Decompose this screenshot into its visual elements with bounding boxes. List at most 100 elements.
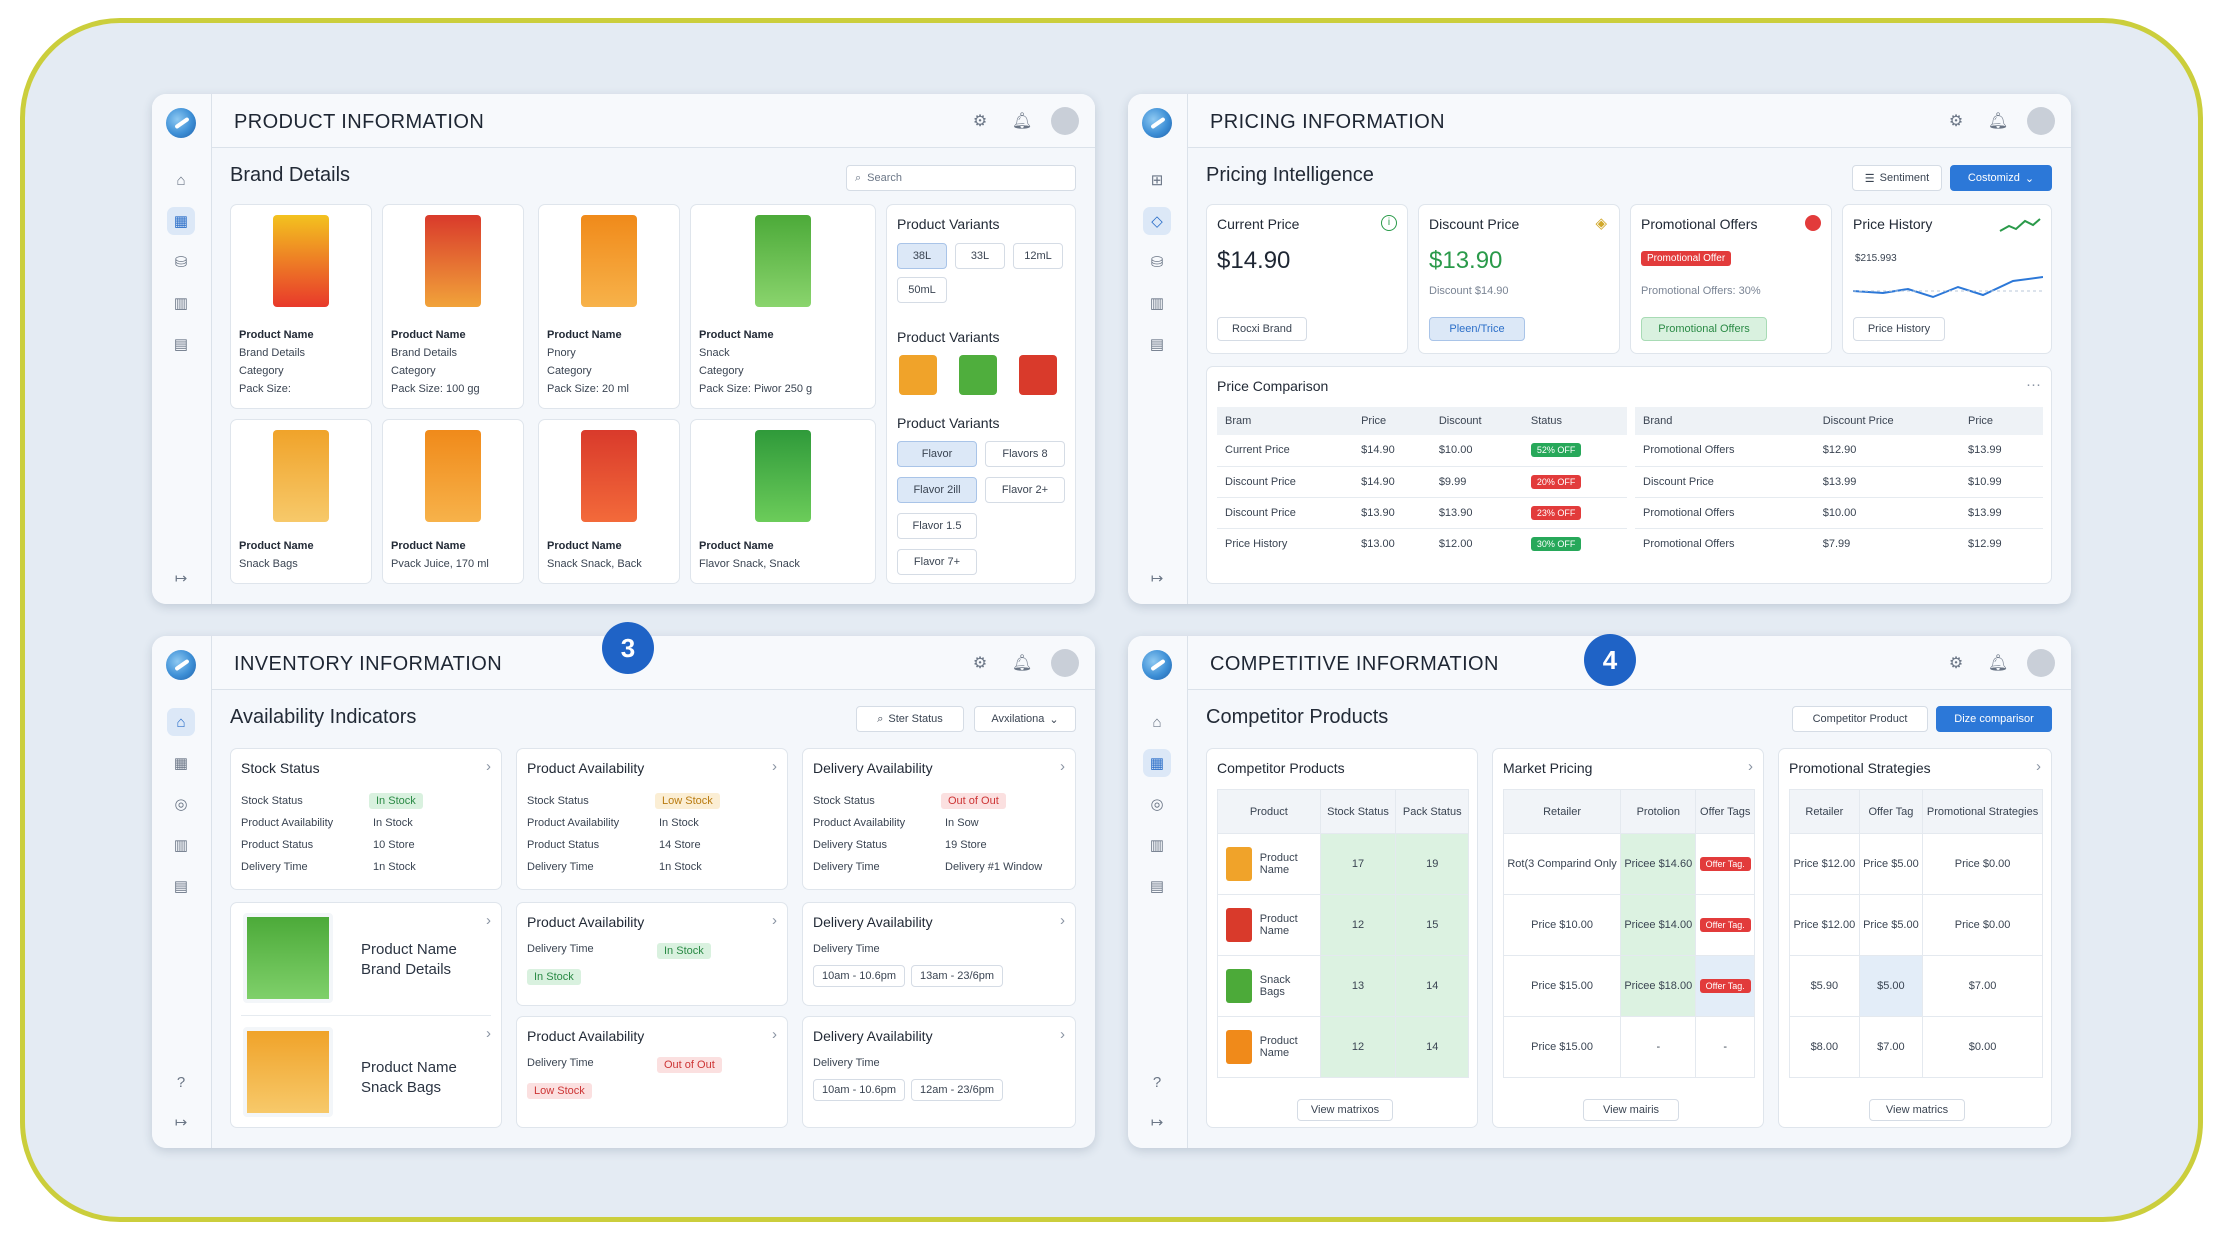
variant-size[interactable]: 12mL: [1013, 243, 1063, 269]
card-button[interactable]: Promotional Offers: [1641, 317, 1767, 341]
help-icon[interactable]: ?: [176, 1073, 186, 1091]
globe-icon[interactable]: ◎: [1150, 796, 1164, 813]
chevron-right-icon[interactable]: ›: [1060, 912, 1065, 929]
logout-icon[interactable]: ↦: [174, 1114, 188, 1131]
table-row[interactable]: $8.00 $7.00 $0.00: [1789, 1016, 2043, 1078]
card-button[interactable]: Price History: [1853, 317, 1945, 341]
product-card[interactable]: Product Name Brand Details Category Pack Si…: [382, 204, 524, 409]
chevron-right-icon[interactable]: ›: [1748, 758, 1753, 775]
bell-icon[interactable]: 🔔︎: [1987, 655, 2009, 672]
product-card[interactable]: Product Name Snack Bags: [230, 419, 372, 584]
more-icon[interactable]: ···: [2026, 376, 2041, 393]
variant-thumb[interactable]: [959, 355, 997, 395]
grid-icon[interactable]: ⊞: [1150, 172, 1164, 189]
table-row[interactable]: Rot(3 Comparind Only Pricee $14.60 Offer T…: [1502, 833, 1755, 895]
availability-card[interactable]: Delivery Availability › Stock Status Out of…: [802, 748, 1076, 890]
delivery-availability-card[interactable]: Delivery Availability › Delivery Time 10…: [802, 902, 1076, 1006]
table-row[interactable]: Product Name 17 19: [1217, 833, 1469, 895]
variant-size[interactable]: 50mL: [897, 277, 947, 303]
flavor-button[interactable]: Flavor 1.5: [897, 513, 977, 539]
table-row[interactable]: $5.90 $5.00 $7.00: [1789, 955, 2043, 1017]
logout-icon[interactable]: ↦: [1150, 1114, 1164, 1131]
clipboard-icon[interactable]: ▤: [173, 336, 189, 353]
promotional-offers-card[interactable]: Promotional Offers Promotional Offer Pro…: [1630, 204, 1832, 354]
status-filter[interactable]: ⌕ Ster Status: [856, 706, 964, 732]
product-card[interactable]: Product Name Pnory Category Pack Size: 20 m…: [538, 204, 680, 409]
product-thumbnail[interactable]: [243, 913, 333, 1003]
chevron-right-icon[interactable]: ›: [1060, 1026, 1065, 1043]
product-card[interactable]: Product Name Snack Snack, Back: [538, 419, 680, 584]
calendar-icon[interactable]: ▦: [167, 207, 195, 235]
time-slot[interactable]: 13am - 23/6pm: [911, 965, 1003, 987]
current-price-card[interactable]: Current Price i $14.90 Rocxi Brand: [1206, 204, 1408, 354]
table-row[interactable]: Discount Price $13.99 $10.99: [1635, 465, 2043, 497]
table-row[interactable]: Price $15.00- -: [1502, 1016, 1755, 1078]
chevron-right-icon[interactable]: ›: [486, 758, 491, 775]
table-row[interactable]: Price $10.00 Pricee $14.00 Offer Tag.: [1502, 894, 1755, 956]
chevron-right-icon[interactable]: ›: [1060, 758, 1065, 775]
view-link[interactable]: View matrixos: [1297, 1099, 1393, 1121]
table-row[interactable]: Discount Price $13.90 $13.90 23% OFF: [1217, 496, 1627, 528]
price-history-card[interactable]: Price History $215.993 Price History: [1842, 204, 2052, 354]
table-row[interactable]: Promotional Offers $7.99 $12.99: [1635, 527, 2043, 559]
table-row[interactable]: Current Price $14.90 $10.00 52% OFF: [1217, 435, 1627, 466]
delivery-availability-card[interactable]: Delivery Availability › Delivery Time 10…: [802, 1016, 1076, 1128]
home-icon[interactable]: ⌂: [1152, 713, 1162, 731]
table-icon[interactable]: ▦: [1143, 749, 1171, 777]
chevron-right-icon[interactable]: ›: [772, 912, 777, 929]
clipboard-icon[interactable]: ▤: [1149, 336, 1165, 353]
bell-icon[interactable]: 🔔︎: [1011, 113, 1033, 130]
clipboard-icon[interactable]: ▤: [173, 878, 189, 895]
variant-size[interactable]: 38L: [897, 243, 947, 269]
view-link[interactable]: View mairis: [1583, 1099, 1679, 1121]
product-card[interactable]: Product Name Brand Details Category Pack Si…: [230, 204, 372, 409]
avatar[interactable]: [2027, 649, 2055, 677]
avatar[interactable]: [1051, 107, 1079, 135]
view-link[interactable]: View matrics: [1869, 1099, 1965, 1121]
time-slot[interactable]: 12am - 23/6pm: [911, 1079, 1003, 1101]
database-icon[interactable]: ⛁: [174, 254, 188, 271]
bell-icon[interactable]: 🔔︎: [1987, 113, 2009, 130]
card-button[interactable]: Pleen/Trice: [1429, 317, 1525, 341]
home-icon[interactable]: ⌂: [167, 708, 195, 736]
flavor-button[interactable]: Flavor 7+: [897, 549, 977, 575]
chart-icon[interactable]: ▥: [173, 837, 189, 854]
home-icon[interactable]: ⌂: [176, 171, 186, 189]
gear-icon[interactable]: ⚙: [972, 113, 988, 130]
gear-icon[interactable]: ⚙: [972, 655, 988, 672]
competitor-product-button[interactable]: Competitor Product: [1792, 706, 1928, 732]
flavor-button[interactable]: Flavors 8: [985, 441, 1065, 467]
table-row[interactable]: Snack Bags 13 14: [1217, 955, 1469, 1017]
availability-card[interactable]: Stock Status › Stock Status In Stock Product…: [230, 748, 502, 890]
compare-button[interactable]: Dize comparisor: [1936, 706, 2052, 732]
time-slot[interactable]: 10am - 10.6pm: [813, 965, 905, 987]
avatar[interactable]: [1051, 649, 1079, 677]
table-row[interactable]: Discount Price $14.90 $9.99 20% OFF: [1217, 465, 1627, 497]
table-row[interactable]: Price $12.00 Price $5.00 Price $0.00: [1789, 894, 2043, 956]
table-row[interactable]: Product Name 12 14: [1217, 1016, 1469, 1078]
product-card[interactable]: Product Name Snack Category Pack Size: Piwo…: [690, 204, 876, 409]
variant-thumb[interactable]: [1019, 355, 1057, 395]
logout-icon[interactable]: ↦: [174, 570, 188, 587]
table-row[interactable]: Product Name 12 15: [1217, 894, 1469, 956]
clipboard-icon[interactable]: ▤: [1149, 878, 1165, 895]
sentiment-button[interactable]: ☰ Sentiment: [1852, 165, 1942, 191]
tag-icon[interactable]: ◇: [1143, 207, 1171, 235]
chart-icon[interactable]: ▥: [1149, 295, 1165, 312]
chevron-right-icon[interactable]: ›: [2036, 758, 2041, 775]
chart-icon[interactable]: ▥: [173, 295, 189, 312]
avatar[interactable]: [2027, 107, 2055, 135]
flavor-button[interactable]: Flavor 2+: [985, 477, 1065, 503]
product-availability-card[interactable]: Product Availability › Delivery Time Out…: [516, 1016, 788, 1128]
flavor-button[interactable]: Flavor: [897, 441, 977, 467]
logout-icon[interactable]: ↦: [1150, 570, 1164, 587]
search-input[interactable]: ⌕ Search: [846, 165, 1076, 191]
availability-card[interactable]: Product Availability › Stock Status Low Sto…: [516, 748, 788, 890]
chevron-right-icon[interactable]: ›: [772, 1026, 777, 1043]
database-icon[interactable]: ⛁: [1150, 254, 1164, 271]
help-icon[interactable]: ?: [1152, 1073, 1162, 1091]
product-card[interactable]: Product Name Flavor Snack, Snack: [690, 419, 876, 584]
table-row[interactable]: Promotional Offers $10.00 $13.99: [1635, 496, 2043, 528]
table-row[interactable]: Price History $13.00 $12.00 30% OFF: [1217, 527, 1627, 559]
chevron-right-icon[interactable]: ›: [486, 1025, 491, 1042]
